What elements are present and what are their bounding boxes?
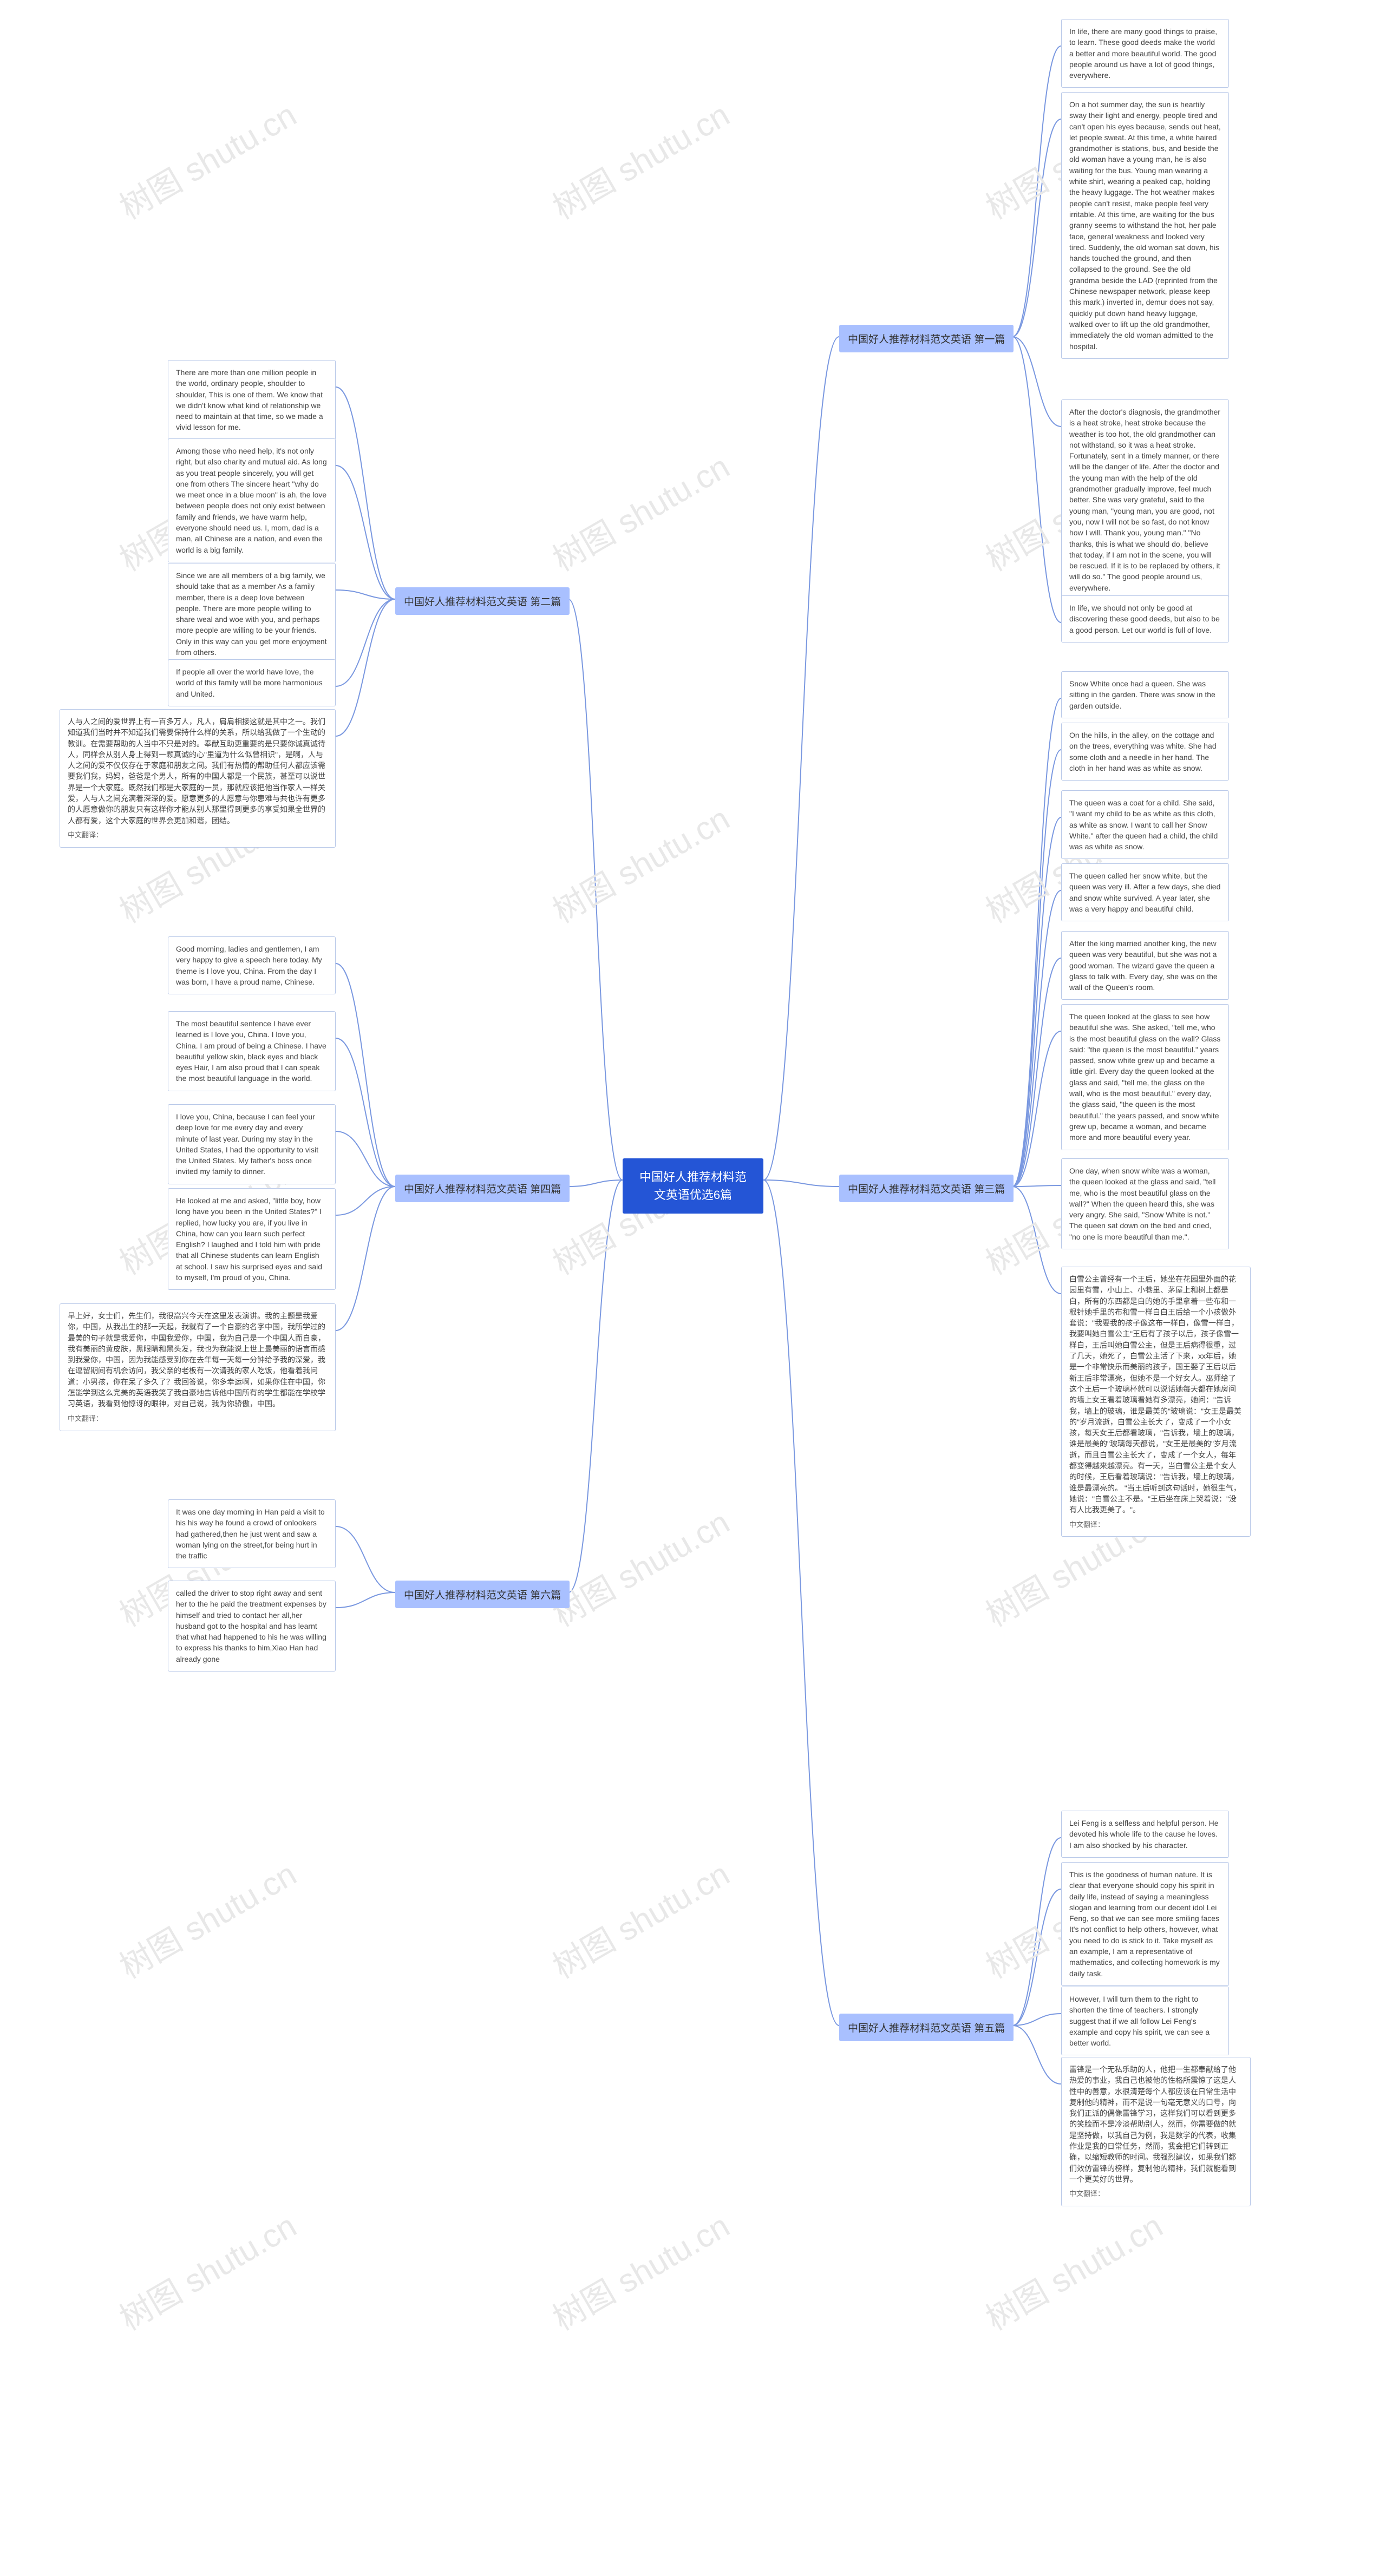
leaf-node: However, I will turn them to the right t… — [1061, 1987, 1229, 2055]
leaf-node: Snow White once had a queen. She was sit… — [1061, 671, 1229, 718]
leaf-text: 白雪公主曾经有一个王后，她坐在花园里外面的花园里有雪，小山上、小巷里、茅屋上和树… — [1069, 1275, 1241, 1514]
leaf-node: After the king married another king, the… — [1061, 931, 1229, 1000]
watermark: 树图 shutu.cn — [110, 2200, 304, 2339]
leaf-sublabel: 中文翻译： — [1069, 2189, 1243, 2199]
leaf-node: One day, when snow white was a woman, th… — [1061, 1158, 1229, 1249]
leaf-node: This is the goodness of human nature. It… — [1061, 1862, 1229, 1986]
leaf-text: Since we are all members of a big family… — [176, 571, 327, 657]
watermark: 树图 shutu.cn — [110, 89, 304, 228]
leaf-node: In life, there are many good things to p… — [1061, 19, 1229, 88]
leaf-text: After the king married another king, the… — [1069, 939, 1218, 992]
leaf-node: Good morning, ladies and gentlemen, I am… — [168, 936, 336, 994]
leaf-text: called the driver to stop right away and… — [176, 1589, 326, 1663]
leaf-text: This is the goodness of human nature. It… — [1069, 1870, 1220, 1978]
leaf-node: He looked at me and asked, "little boy, … — [168, 1188, 336, 1290]
branch-label: 中国好人推荐材料范文英语 第一篇 — [848, 334, 1005, 345]
leaf-text: 早上好，女士们，先生们，我很高兴今天在这里发表演讲。我的主题是我爱你，中国，从我… — [68, 1312, 325, 1408]
branch-label: 中国好人推荐材料范文英语 第三篇 — [848, 1184, 1005, 1195]
leaf-node: Among those who need help, it's not only… — [168, 438, 336, 562]
leaf-text: The most beautiful sentence I have ever … — [176, 1019, 326, 1083]
leaf-text: He looked at me and asked, "little boy, … — [176, 1196, 322, 1282]
leaf-node: On a hot summer day, the sun is heartily… — [1061, 92, 1229, 359]
branch-node: 中国好人推荐材料范文英语 第二篇 — [395, 587, 570, 615]
leaf-node: On the hills, in the alley, on the cotta… — [1061, 723, 1229, 781]
leaf-text: On a hot summer day, the sun is heartily… — [1069, 100, 1221, 351]
branch-label: 中国好人推荐材料范文英语 第六篇 — [404, 1590, 561, 1601]
leaf-text: On the hills, in the alley, on the cotta… — [1069, 731, 1217, 772]
leaf-text: Good morning, ladies and gentlemen, I am… — [176, 945, 322, 986]
leaf-node: called the driver to stop right away and… — [168, 1581, 336, 1672]
watermark: 树图 shutu.cn — [543, 1497, 737, 1636]
leaf-node: It was one day morning in Han paid a vis… — [168, 1499, 336, 1568]
branch-node: 中国好人推荐材料范文英语 第六篇 — [395, 1581, 570, 1608]
leaf-text: In life, there are many good things to p… — [1069, 27, 1217, 80]
leaf-text: There are more than one million people i… — [176, 368, 323, 431]
leaf-text: I love you, China, because I can feel yo… — [176, 1112, 318, 1176]
leaf-text: 人与人之间的爱世界上有一百多万人，凡人，肩肩相接这就是其中之一。我们知道我们当时… — [68, 717, 325, 825]
leaf-node: 早上好，女士们，先生们，我很高兴今天在这里发表演讲。我的主题是我爱你，中国，从我… — [60, 1303, 336, 1431]
watermark: 树图 shutu.cn — [543, 2200, 737, 2339]
leaf-node: There are more than one million people i… — [168, 360, 336, 440]
leaf-node: In life, we should not only be good at d… — [1061, 595, 1229, 643]
leaf-node: 雷锋是一个无私乐助的人，他把一生都奉献给了他热爱的事业，我自己也被他的性格所震惊… — [1061, 2057, 1251, 2206]
leaf-node: Since we are all members of a big family… — [168, 563, 336, 665]
leaf-node: If people all over the world have love, … — [168, 659, 336, 706]
watermark: 树图 shutu.cn — [543, 89, 737, 228]
branch-node: 中国好人推荐材料范文英语 第一篇 — [839, 325, 1014, 352]
leaf-text: 雷锋是一个无私乐助的人，他把一生都奉献给了他热爱的事业，我自己也被他的性格所震惊… — [1069, 2065, 1236, 2184]
leaf-node: 白雪公主曾经有一个王后，她坐在花园里外面的花园里有雪，小山上、小巷里、茅屋上和树… — [1061, 1267, 1251, 1537]
leaf-node: After the doctor's diagnosis, the grandm… — [1061, 399, 1229, 600]
leaf-node: The queen was a coat for a child. She sa… — [1061, 790, 1229, 859]
branch-label: 中国好人推荐材料范文英语 第二篇 — [404, 597, 561, 608]
leaf-sublabel: 中文翻译： — [1069, 1520, 1243, 1530]
leaf-text: Lei Feng is a selfless and helpful perso… — [1069, 1819, 1219, 1850]
leaf-text: Snow White once had a queen. She was sit… — [1069, 679, 1215, 710]
leaf-text: In life, we should not only be good at d… — [1069, 604, 1220, 634]
leaf-text: If people all over the world have love, … — [176, 667, 323, 698]
center-text: 中国好人推荐材料范文英语优选6篇 — [639, 1170, 747, 1202]
branch-node: 中国好人推荐材料范文英语 第四篇 — [395, 1175, 570, 1202]
leaf-text: The queen looked at the glass to see how… — [1069, 1012, 1220, 1142]
watermark: 树图 shutu.cn — [543, 793, 737, 932]
leaf-text: The queen called her snow white, but the… — [1069, 871, 1220, 913]
branch-node: 中国好人推荐材料范文英语 第三篇 — [839, 1175, 1014, 1202]
watermark: 树图 shutu.cn — [110, 1849, 304, 1988]
watermark: 树图 shutu.cn — [543, 1849, 737, 1988]
center-node: 中国好人推荐材料范文英语优选6篇 — [623, 1158, 763, 1214]
leaf-text: Among those who need help, it's not only… — [176, 447, 327, 554]
branch-node: 中国好人推荐材料范文英语 第五篇 — [839, 2014, 1014, 2041]
leaf-node: I love you, China, because I can feel yo… — [168, 1104, 336, 1184]
branch-label: 中国好人推荐材料范文英语 第五篇 — [848, 2023, 1005, 2034]
leaf-node: The queen called her snow white, but the… — [1061, 863, 1229, 921]
leaf-text: One day, when snow white was a woman, th… — [1069, 1166, 1215, 1241]
leaf-node: Lei Feng is a selfless and helpful perso… — [1061, 1811, 1229, 1858]
watermark: 树图 shutu.cn — [543, 441, 737, 580]
leaf-text: It was one day morning in Han paid a vis… — [176, 1507, 325, 1560]
leaf-sublabel: 中文翻译： — [68, 1414, 328, 1424]
branch-label: 中国好人推荐材料范文英语 第四篇 — [404, 1184, 561, 1195]
leaf-sublabel: 中文翻译： — [68, 830, 328, 841]
leaf-text: The queen was a coat for a child. She sa… — [1069, 798, 1218, 851]
leaf-text: After the doctor's diagnosis, the grandm… — [1069, 408, 1220, 592]
watermark: 树图 shutu.cn — [976, 2200, 1170, 2339]
leaf-node: The most beautiful sentence I have ever … — [168, 1011, 336, 1091]
leaf-node: 人与人之间的爱世界上有一百多万人，凡人，肩肩相接这就是其中之一。我们知道我们当时… — [60, 709, 336, 848]
leaf-node: The queen looked at the glass to see how… — [1061, 1004, 1229, 1150]
leaf-text: However, I will turn them to the right t… — [1069, 1995, 1210, 2047]
